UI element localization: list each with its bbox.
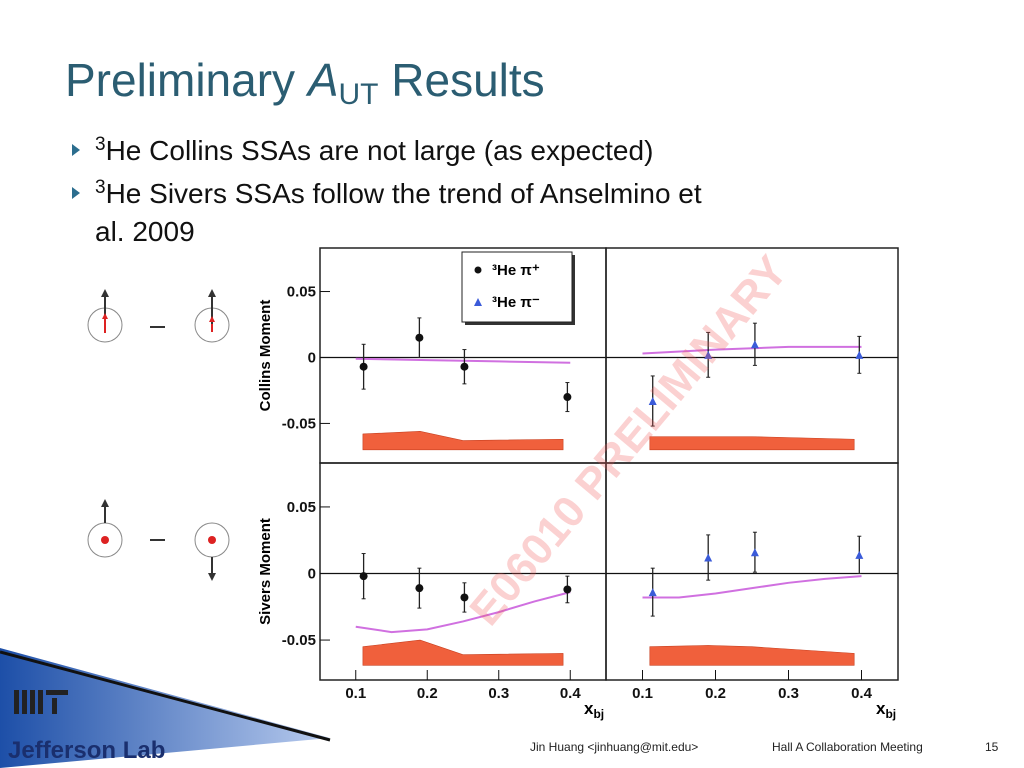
data-point [855,350,864,359]
y-tick-label: -0.05 [282,632,316,649]
spin-icons [87,289,230,581]
mit-logo [14,690,68,714]
bullet-text: 3He Collins SSAs are not large (as expec… [95,134,653,166]
x-tick-label: 0.1 [345,685,366,702]
footer-meeting: Hall A Collaboration Meeting [772,740,923,754]
decor-line [0,650,331,742]
data-point [648,397,657,406]
data-point [415,333,424,342]
data-point [563,585,572,594]
plot-frame [605,462,899,681]
y-axis-label: Sivers Moment [257,518,274,625]
systematic-band [362,639,564,666]
x-axis-label-sub: bj [885,707,896,721]
y-tick-label: 0 [308,349,316,366]
decor-wedge [0,648,330,768]
legend-marker [474,266,482,274]
data-point [359,362,368,371]
data-point [750,548,759,557]
data-point [460,362,469,371]
systematic-band [649,645,855,666]
x-axis-label: xbj [876,699,896,721]
bullet-line: al. 2009 [95,216,195,247]
x-tick-label: 0.2 [417,685,438,702]
data-point [704,553,713,562]
bullet-list: 3He Collins SSAs are not large (as expec… [72,134,702,247]
x-axis-label-main: x [584,699,594,718]
slide-title: Preliminary AUT Results [65,54,545,111]
legend-label: ³He π⁻ [492,294,540,311]
data-point [750,340,759,349]
footer-author: Jin Huang <jinhuang@mit.edu> [530,740,698,754]
systematic-band [649,436,855,451]
legend-label: ³He π⁺ [492,262,540,279]
x-tick-label: 0.3 [778,685,799,702]
y-tick-label: 0.05 [287,284,316,301]
y-tick-label: 0.05 [287,499,316,516]
y-axis-label: Collins Moment [257,300,274,412]
legend-marker [474,298,482,306]
systematic-band [362,431,564,451]
bullet-line: He Sivers SSAs follow the trend of Ansel… [106,178,702,209]
logo-text: Jefferson Lab [8,737,165,764]
plot-panel: -0.05 0 0.05 Collins Moment ³He π⁺ ³He π⁻ [257,247,607,464]
bullet-sup: 3 [95,134,106,155]
x-tick-label: 0.4 [560,685,582,702]
data-point [359,572,368,581]
data-point [460,593,469,602]
data-point [704,350,713,359]
x-tick-label: 0.1 [632,685,653,702]
x-tick-label: 0.4 [851,685,873,702]
x-axis-label-sub: bj [593,707,604,721]
y-tick-label: 0 [308,565,316,582]
data-point [648,588,657,597]
theory-curve [355,591,571,634]
y-tick-label: -0.05 [282,415,316,432]
bullet-marker [72,144,80,156]
bullet-marker [72,187,80,199]
bullet-sup: 3 [95,177,106,198]
data-point [563,393,572,402]
theory-curve [355,357,571,364]
footer-page: 15 [985,740,999,754]
legend-box [461,251,573,323]
x-tick-label: 0.2 [705,685,726,702]
x-tick-label: 0.3 [488,685,509,702]
data-point [415,584,424,593]
plot-panel [605,247,899,464]
theory-curve [642,575,862,599]
x-axis-label: xbj [584,699,604,721]
bullet-text: 3He Sivers SSAs follow the trend of Anse… [95,177,702,247]
bullet-line: He Collins SSAs are not large (as expect… [106,135,654,166]
data-point [855,550,864,559]
x-axis-label-main: x [876,699,886,718]
